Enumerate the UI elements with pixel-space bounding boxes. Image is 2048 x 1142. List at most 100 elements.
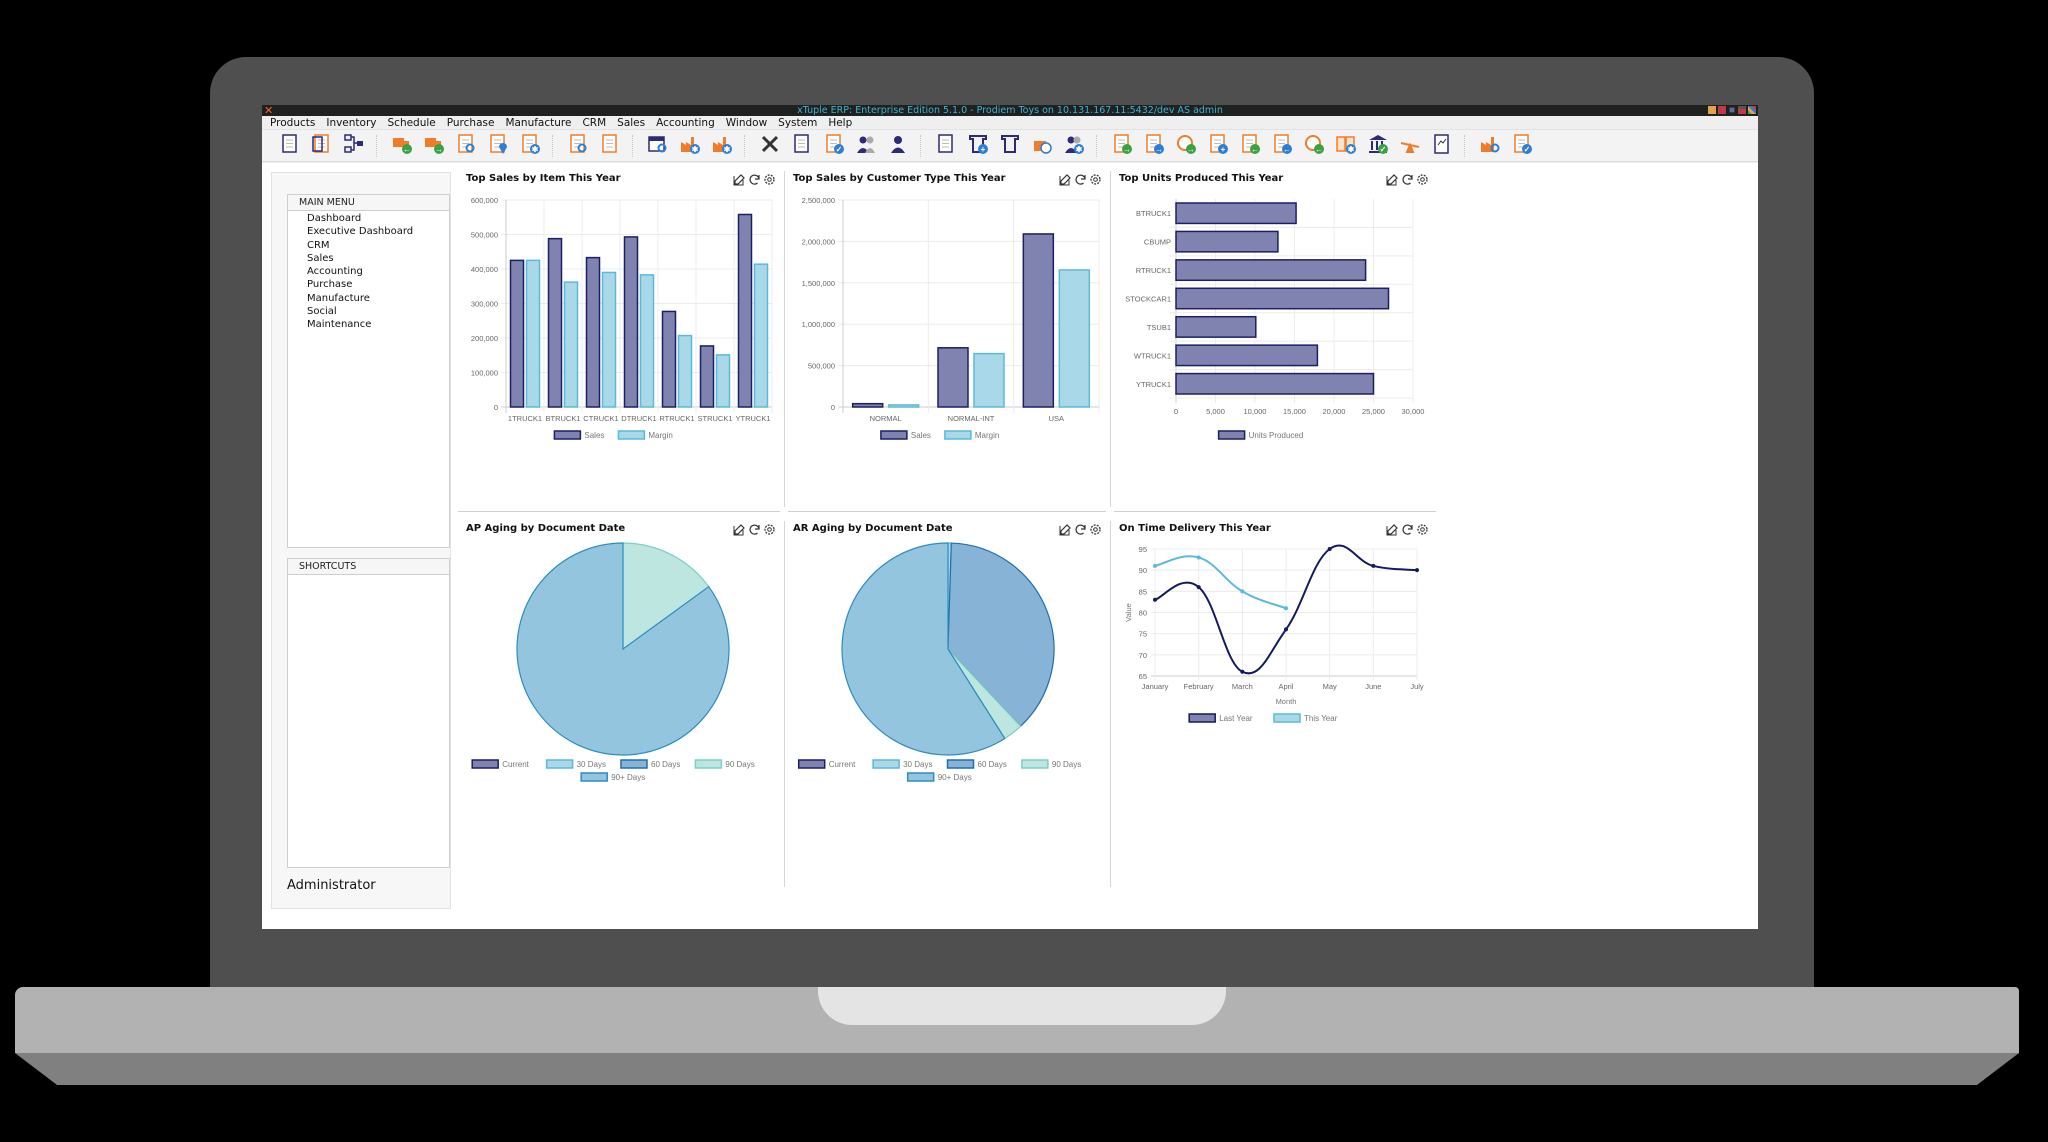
gear-icon[interactable] <box>1416 171 1429 185</box>
item-settings-button[interactable]: ✱ <box>514 132 546 160</box>
menu-window[interactable]: Window <box>725 116 768 129</box>
bar-sales-1truck1[interactable] <box>509 259 525 408</box>
ledger-settings-button[interactable]: ✱ <box>1330 132 1362 160</box>
bank-check-button[interactable]: ✓ <box>1362 132 1394 160</box>
receive-truck-button[interactable]: ← <box>386 132 418 160</box>
order-list-button[interactable] <box>930 132 962 160</box>
pie-slice-90-days[interactable] <box>841 542 1006 756</box>
bar-margin-usa[interactable] <box>1058 269 1091 408</box>
document-check-button[interactable]: ✓ <box>1506 132 1538 160</box>
factory-settings-button[interactable]: ✱ <box>674 132 706 160</box>
edit-icon[interactable] <box>1386 171 1399 186</box>
legend-item[interactable]: 30 Days <box>545 759 606 769</box>
chart-report-button[interactable] <box>1426 132 1458 160</box>
legend-item[interactable]: 90 Days <box>1021 759 1081 769</box>
legend-item[interactable]: 90+ Days <box>580 772 645 782</box>
clock-back-button[interactable]: ← <box>1298 132 1330 160</box>
price-list-button[interactable] <box>594 132 626 160</box>
bar-margin-btruck1[interactable] <box>563 281 579 408</box>
gear-icon[interactable] <box>1416 521 1429 535</box>
legend-item[interactable]: 60 Days <box>620 759 680 769</box>
data-point[interactable] <box>1196 585 1201 590</box>
bar-sales-dtruck1[interactable] <box>623 236 639 408</box>
bar-sales-usa[interactable] <box>1022 233 1055 408</box>
restore-icon[interactable] <box>1708 106 1716 114</box>
refresh-icon[interactable] <box>748 521 761 535</box>
refresh-icon[interactable] <box>1074 171 1087 185</box>
data-point[interactable] <box>1240 669 1245 674</box>
bar-units-wtruck1[interactable] <box>1175 344 1319 367</box>
refresh-icon[interactable] <box>1074 521 1087 535</box>
menu-purchase[interactable]: Purchase <box>446 116 495 129</box>
ship-truck-button[interactable]: → <box>418 132 450 160</box>
add-terminal-button[interactable]: + <box>962 132 994 160</box>
data-point[interactable] <box>1284 606 1288 611</box>
menu-crm[interactable]: CRM <box>582 116 607 129</box>
data-point[interactable] <box>1284 627 1288 632</box>
legend-item[interactable]: Sales <box>553 430 604 440</box>
package-timer-button[interactable] <box>1026 132 1058 160</box>
pie-slice-90-days[interactable] <box>622 542 710 651</box>
bar-margin-rtruck1[interactable] <box>677 334 693 408</box>
data-point[interactable] <box>1153 597 1157 602</box>
pie-slice-90-days[interactable] <box>516 542 730 756</box>
legend-item[interactable]: 90 Days <box>694 759 755 769</box>
user-button[interactable] <box>882 132 914 160</box>
bar-units-ytruck1[interactable] <box>1175 372 1375 395</box>
item-hierarchy-button[interactable] <box>338 132 370 160</box>
legend-item[interactable]: 30 Days <box>872 759 932 769</box>
main-menu-item-sales[interactable]: Sales <box>307 252 334 264</box>
calendar-search-button[interactable] <box>642 132 674 160</box>
balance-button[interactable] <box>1394 132 1426 160</box>
user-settings-button[interactable]: ✱ <box>1058 132 1090 160</box>
invoice-back-blue-button[interactable]: ← <box>1266 132 1298 160</box>
bar-sales-rtruck1[interactable] <box>661 310 677 408</box>
menu-manufacture[interactable]: Manufacture <box>505 116 572 129</box>
edit-icon[interactable] <box>733 521 746 536</box>
bar-margin-1truck1[interactable] <box>525 259 541 408</box>
bar-margin-ctruck1[interactable] <box>601 271 617 408</box>
legend-item[interactable]: 60 Days <box>946 759 1007 769</box>
legend-item[interactable]: Last Year <box>1188 713 1253 723</box>
edit-icon[interactable] <box>1059 171 1072 186</box>
minimize-icon[interactable] <box>1738 106 1746 114</box>
edit-icon[interactable] <box>1059 521 1072 536</box>
legend-item[interactable]: Sales <box>880 430 931 440</box>
factory-settings-2-button[interactable]: ✱ <box>706 132 738 160</box>
main-menu-item-maintenance[interactable]: Maintenance <box>307 319 372 331</box>
bar-units-tsub1[interactable] <box>1175 315 1257 338</box>
menu-help[interactable]: Help <box>828 116 853 129</box>
clock-forward-button[interactable]: → <box>1170 132 1202 160</box>
bar-units-btruck1[interactable] <box>1175 202 1297 225</box>
bar-margin-struck1[interactable] <box>715 354 731 408</box>
maximize-icon[interactable] <box>1718 106 1726 114</box>
checklist-add-button[interactable]: + <box>1202 132 1234 160</box>
clipboard-check-button[interactable]: ✓ <box>818 132 850 160</box>
bar-sales-btruck1[interactable] <box>547 237 563 408</box>
menu-schedule[interactable]: Schedule <box>387 116 436 129</box>
document-forward-button[interactable]: → <box>1138 132 1170 160</box>
tools-button[interactable] <box>754 132 786 160</box>
bar-sales-ctruck1[interactable] <box>585 256 601 408</box>
checklist-button[interactable] <box>786 132 818 160</box>
main-menu-item-purchase[interactable]: Purchase <box>307 279 353 291</box>
main-menu-item-crm[interactable]: CRM <box>307 239 330 251</box>
gear-icon[interactable] <box>763 171 776 185</box>
data-point[interactable] <box>1196 555 1201 560</box>
data-point[interactable] <box>1240 589 1245 594</box>
legend-item[interactable]: Margin <box>617 430 673 440</box>
data-point[interactable] <box>1153 563 1157 568</box>
main-menu-item-dashboard[interactable]: Dashboard <box>307 213 362 224</box>
gear-icon[interactable] <box>1089 521 1102 535</box>
edit-icon[interactable] <box>1386 521 1399 536</box>
legend-item[interactable]: Margin <box>944 430 999 440</box>
legend-item[interactable]: 90+ Days <box>906 772 972 782</box>
refresh-icon[interactable] <box>748 171 761 185</box>
bar-margin-ytruck1[interactable] <box>753 263 769 408</box>
menu-inventory[interactable]: Inventory <box>326 116 377 129</box>
edit-icon[interactable] <box>733 171 746 186</box>
invoice-forward-button[interactable]: → <box>1106 132 1138 160</box>
bar-margin-normal[interactable] <box>887 404 920 408</box>
gear-icon[interactable] <box>1089 171 1102 185</box>
bar-sales-normal-int[interactable] <box>937 347 969 408</box>
